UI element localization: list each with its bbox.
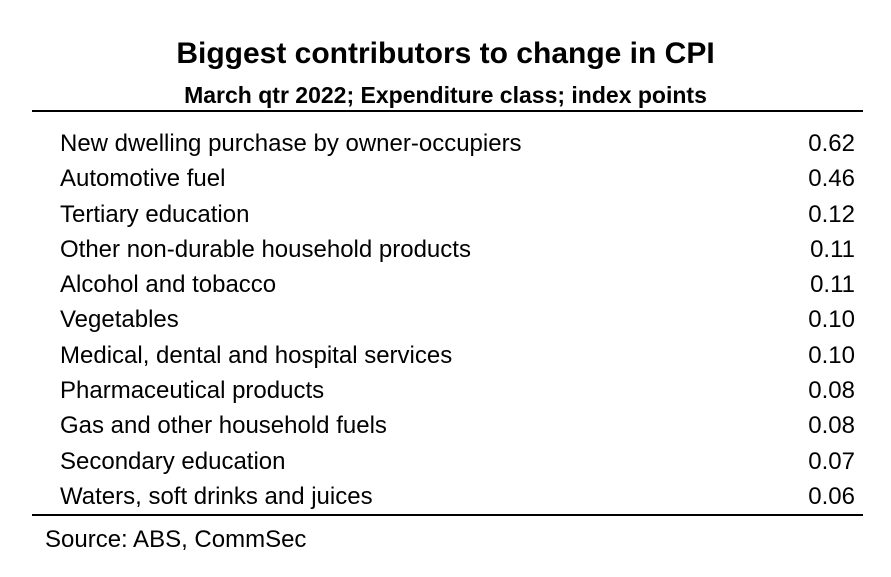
row-label: Vegetables (60, 306, 179, 334)
source-note: Source: ABS, CommSec (45, 526, 307, 553)
table-row: Waters, soft drinks and juices 0.06 (32, 479, 863, 514)
row-value: 0.08 (808, 377, 855, 405)
table-row: Secondary education 0.07 (32, 444, 863, 479)
row-value: 0.11 (810, 235, 855, 263)
table-row: Alcohol and tobacco 0.11 (32, 267, 863, 302)
bottom-rule (32, 514, 863, 516)
row-label: Automotive fuel (60, 165, 226, 193)
table-row: Medical, dental and hospital services 0.… (32, 338, 863, 373)
row-label: Secondary education (60, 447, 286, 475)
row-label: Gas and other household fuels (60, 412, 387, 440)
row-value: 0.62 (808, 130, 855, 157)
row-value: 0.46 (808, 165, 855, 193)
table-row: Other non-durable household products 0.1… (32, 232, 863, 267)
row-value: 0.08 (808, 412, 855, 440)
row-label: Other non-durable household products (60, 235, 471, 263)
table-row: Vegetables 0.10 (32, 302, 863, 337)
row-value: 0.07 (808, 447, 855, 475)
row-label: Pharmaceutical products (60, 377, 325, 405)
row-value: 0.10 (808, 306, 855, 334)
table-row: New dwelling purchase by owner-occupiers… (32, 126, 863, 161)
row-value: 0.11 (810, 271, 855, 299)
chart-title: Biggest contributors to change in CPI (176, 37, 715, 70)
contributors-table: New dwelling purchase by owner-occupiers… (32, 126, 863, 514)
row-value: 0.10 (808, 341, 855, 369)
row-value: 0.06 (808, 482, 855, 510)
table-row: Gas and other household fuels 0.08 (32, 408, 863, 443)
row-label: Waters, soft drinks and juices (60, 482, 373, 510)
table-row: Automotive fuel 0.46 (32, 161, 863, 196)
table-row: Tertiary education 0.12 (32, 197, 863, 232)
chart-subtitle: March qtr 2022; Expenditure class; index… (184, 82, 707, 108)
row-label: New dwelling purchase by owner-occupiers (60, 130, 522, 157)
row-label: Medical, dental and hospital services (60, 341, 453, 369)
row-value: 0.12 (808, 200, 855, 228)
row-label: Tertiary education (60, 200, 250, 228)
row-label: Alcohol and tobacco (60, 271, 277, 299)
table-row: Pharmaceutical products 0.08 (32, 373, 863, 408)
top-rule (32, 110, 863, 112)
